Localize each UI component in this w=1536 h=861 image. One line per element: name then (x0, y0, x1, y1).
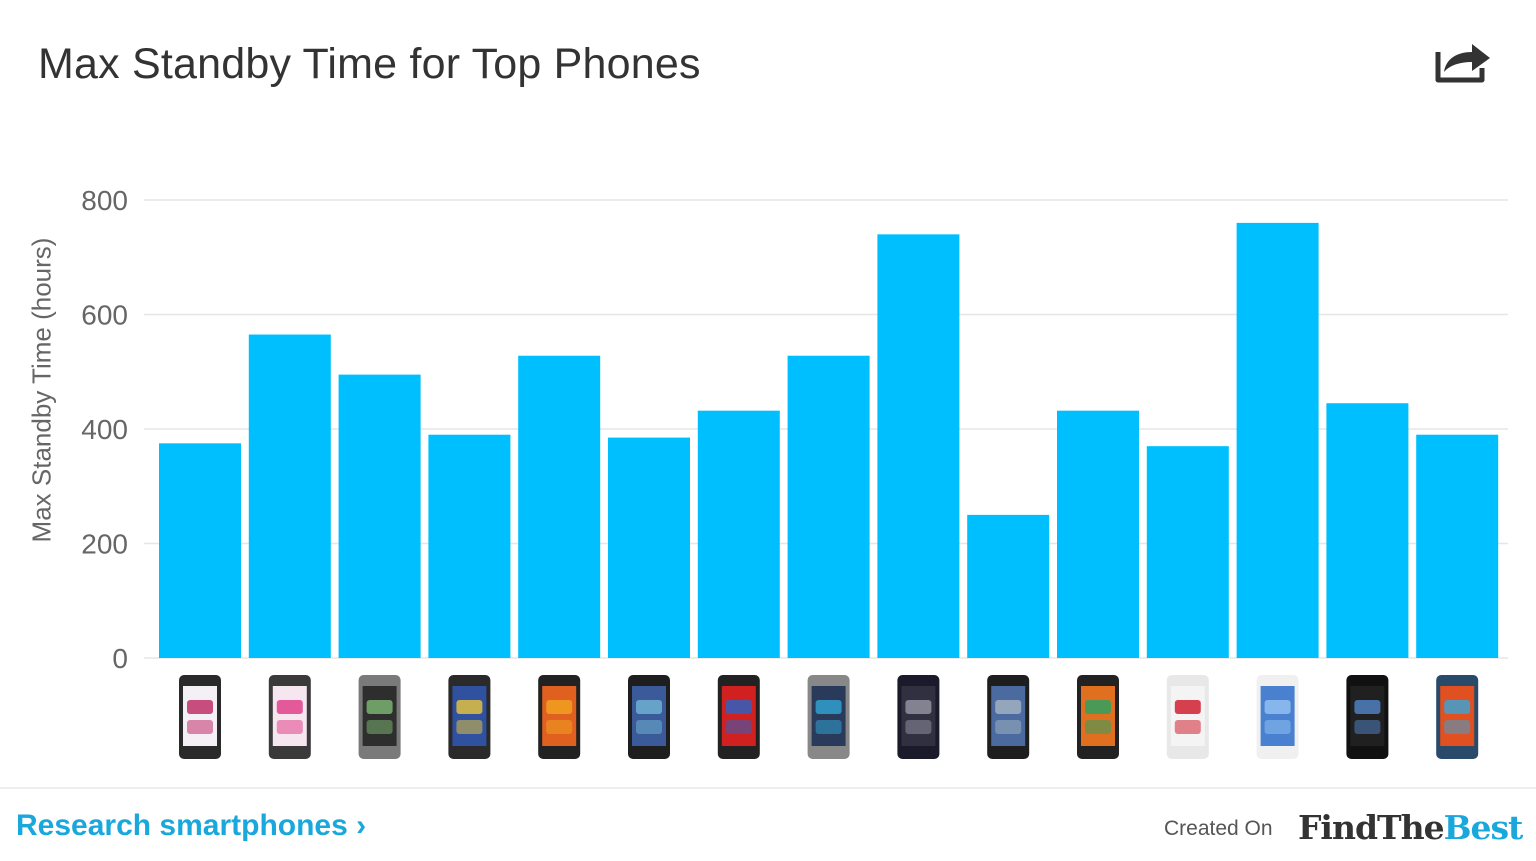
y-tick-label: 200 (81, 529, 128, 560)
bar-phone-4[interactable] (428, 434, 511, 658)
bar-phone-15[interactable] (1416, 434, 1499, 658)
y-tick-label: 0 (112, 643, 128, 674)
bar-phone-1[interactable] (159, 443, 241, 658)
bar-phone-9[interactable] (877, 234, 960, 658)
phone-thumbnail-icon (1346, 675, 1389, 759)
bar-phone-13[interactable] (1236, 222, 1319, 658)
phone-thumbnail-icon (448, 675, 491, 759)
bar-phone-3[interactable] (338, 374, 421, 658)
phone-thumbnail-icon (807, 675, 850, 759)
bar-phone-10[interactable] (967, 514, 1050, 658)
phone-thumbnail-icon (268, 675, 311, 759)
bar-phone-14[interactable] (1326, 403, 1409, 658)
y-tick-label: 800 (81, 185, 128, 216)
phone-thumbnail-icon (1166, 675, 1209, 759)
y-tick-label: 400 (81, 414, 128, 445)
phone-thumbnail-icon (538, 675, 581, 759)
footer-divider (0, 787, 1536, 789)
phone-thumbnail-icon (717, 675, 760, 759)
bar-phone-6[interactable] (608, 437, 690, 658)
phone-thumbnail-icon (987, 675, 1030, 759)
chart-title: Max Standby Time for Top Phones (38, 40, 701, 88)
brand-part1: FindThe (1298, 808, 1445, 847)
phone-thumbnail-icon (179, 675, 221, 759)
phone-thumbnail-icon (1256, 675, 1299, 759)
findthebest-logo[interactable]: FindTheBest (1298, 808, 1524, 847)
phone-thumbnail-icon (1436, 675, 1479, 759)
phone-thumbnail-icon (628, 675, 670, 759)
phone-thumbnail-icon (897, 675, 940, 759)
brand-part2: Best (1443, 808, 1524, 847)
bar-chart: 0 200 400 600 800 (81, 185, 1508, 759)
bar-phone-8[interactable] (787, 355, 870, 658)
research-smartphones-link[interactable]: Research smartphones › (16, 809, 367, 842)
created-on-label: Created On (1164, 817, 1273, 840)
bar-phone-12[interactable] (1146, 446, 1229, 658)
share-icon (1435, 44, 1490, 83)
bar-phone-5[interactable] (518, 355, 601, 658)
bar-phone-11[interactable] (1057, 410, 1139, 658)
bar-phone-7[interactable] (697, 410, 780, 658)
phone-thumbnail-icon (358, 675, 401, 759)
y-tick-label: 600 (81, 300, 128, 331)
share-button[interactable] (1432, 38, 1494, 84)
phone-thumbnail-icon (1077, 675, 1119, 759)
bar-phone-2[interactable] (248, 334, 331, 658)
